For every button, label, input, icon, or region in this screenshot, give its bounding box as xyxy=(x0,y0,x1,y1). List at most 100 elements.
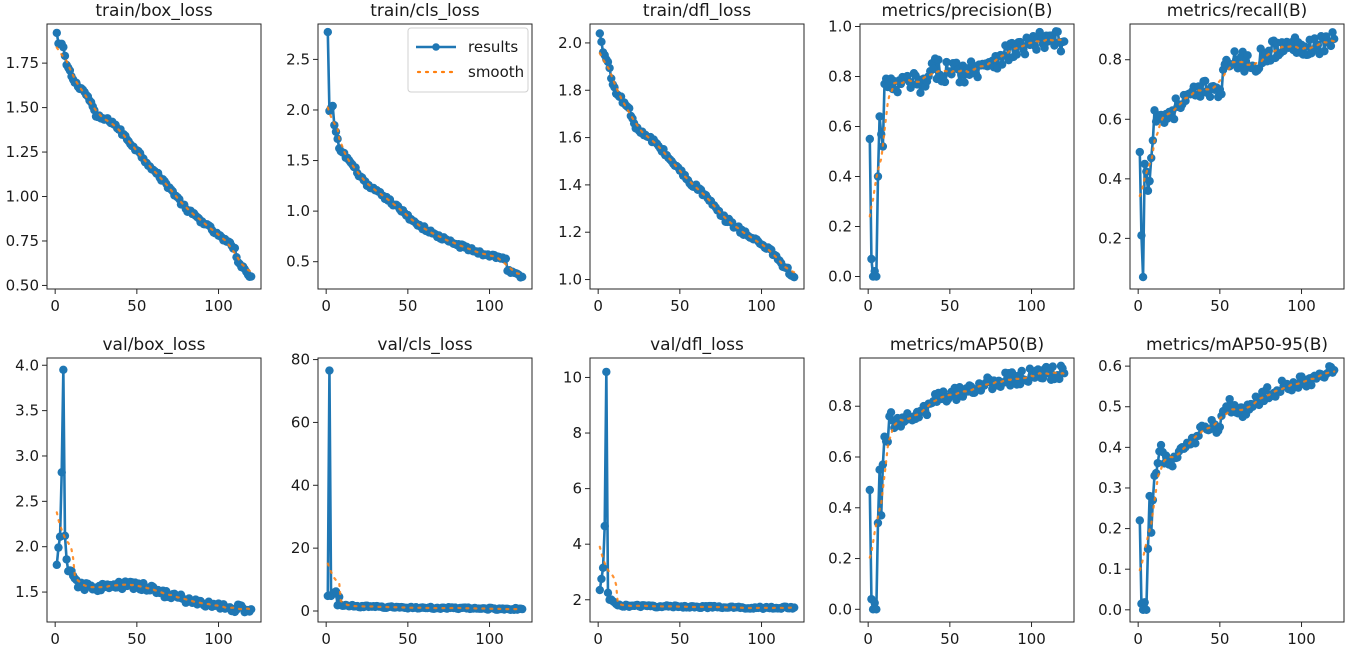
results-point xyxy=(865,134,874,144)
panel-val-box-loss: val/box_loss 0 50 100 1.5 2.0 2.5 3.0 3.5 4.0 xyxy=(15,335,262,647)
results-point xyxy=(875,112,884,121)
panel-val-dfl-loss: val/dfl_loss 0 50 100 2 4 6 8 10 xyxy=(563,335,805,647)
plot-area xyxy=(52,365,256,617)
results-line xyxy=(868,364,1066,611)
results-point xyxy=(1217,89,1226,99)
results-point xyxy=(1156,440,1166,450)
y-tick-label: 60 xyxy=(291,413,310,431)
axes-frame xyxy=(859,23,1075,290)
results-point xyxy=(1328,28,1337,37)
results-point xyxy=(59,42,68,52)
smooth-line xyxy=(55,511,253,611)
x-tick-label: 50 xyxy=(1210,297,1229,315)
smooth-line xyxy=(1138,370,1336,572)
axes-frame xyxy=(1129,23,1345,290)
results-point xyxy=(1200,76,1210,86)
y-tick-label: 1.0 xyxy=(286,202,310,220)
panel-train-dfl-loss: train/dfl_loss 0 50 100 1.0 1.2 1.4 1.6 1.8 2.0 xyxy=(558,1,805,315)
y-tick-label: 0.50 xyxy=(6,276,39,294)
results-point xyxy=(929,64,938,74)
x-tick-label: 50 xyxy=(940,297,959,315)
results-point xyxy=(1142,605,1151,615)
results-point xyxy=(1235,61,1244,71)
x-tick-label: 50 xyxy=(670,297,689,315)
results-point xyxy=(1243,51,1252,60)
results-point xyxy=(323,27,332,37)
results-point xyxy=(1035,27,1044,37)
results-point xyxy=(870,598,879,608)
axes-frame xyxy=(589,357,805,623)
x-tick-label: 100 xyxy=(204,630,233,647)
results-point xyxy=(1040,43,1049,53)
panel-train-cls-loss: train/cls_loss 0 50 100 0.5 1.0 1.5 2.0 2.5 resul… xyxy=(286,1,533,315)
y-tick-label: 0.2 xyxy=(1098,520,1122,538)
x-tick-label: 0 xyxy=(863,297,873,315)
results-point xyxy=(59,365,68,374)
y-tick-label: 0.5 xyxy=(1098,398,1122,416)
results-point xyxy=(1169,114,1179,124)
y-tick-label: 2.0 xyxy=(286,101,310,119)
x-tick-label: 100 xyxy=(747,297,776,315)
x-tick-label: 0 xyxy=(50,630,60,647)
results-point xyxy=(877,511,886,520)
y-tick-label: 1.00 xyxy=(6,188,39,206)
results-point xyxy=(1191,439,1200,448)
results-point xyxy=(1056,47,1066,56)
y-tick-label: 0.6 xyxy=(1098,357,1122,375)
results-point xyxy=(501,254,511,263)
results-point xyxy=(603,588,613,598)
smooth-line xyxy=(326,562,524,611)
results-point xyxy=(1053,27,1062,36)
results-point xyxy=(1017,366,1026,376)
results-point xyxy=(942,57,951,67)
results-point xyxy=(1135,147,1145,157)
panel-title: metrics/mAP50(B) xyxy=(890,335,1044,355)
results-point xyxy=(1225,394,1234,404)
axes-frame xyxy=(46,357,262,623)
y-tick-label: 0.2 xyxy=(828,218,852,236)
axes-frame xyxy=(317,23,533,290)
y-tick-label: 0.2 xyxy=(1098,229,1122,247)
results-point xyxy=(1330,365,1339,375)
results-point xyxy=(1025,364,1035,373)
results-point xyxy=(1145,176,1154,186)
results-point xyxy=(790,603,799,612)
results-point xyxy=(893,87,902,97)
results-point xyxy=(1055,374,1064,384)
y-tick-label: 0.4 xyxy=(1098,438,1122,456)
results-point xyxy=(872,272,881,281)
x-tick-label: 50 xyxy=(127,630,146,647)
x-tick-label: 100 xyxy=(1017,630,1046,647)
x-tick-label: 100 xyxy=(475,630,504,647)
results-point xyxy=(1320,46,1329,56)
y-tick-label: 0 xyxy=(300,602,310,620)
x-tick-label: 0 xyxy=(321,297,331,315)
y-tick-label: 1.6 xyxy=(558,129,582,147)
smooth-line xyxy=(598,52,796,274)
results-point xyxy=(997,60,1007,69)
x-tick-label: 0 xyxy=(321,630,331,647)
results-point xyxy=(333,134,342,144)
results-point xyxy=(595,29,604,38)
y-tick-label: 0.4 xyxy=(828,168,852,186)
x-tick-label: 50 xyxy=(127,297,146,315)
panel-title: train/box_loss xyxy=(95,1,213,21)
smooth-line xyxy=(868,37,1066,218)
panel-metrics-precision-b: metrics/precision(B) 0 50 100 0.0 0.2 0.4 0.6 0.… xyxy=(828,1,1075,315)
results-point xyxy=(952,58,961,68)
results-point xyxy=(52,28,61,38)
panel-title: train/cls_loss xyxy=(370,1,480,21)
y-tick-label: 80 xyxy=(291,351,310,369)
x-tick-label: 50 xyxy=(940,630,959,647)
x-tick-label: 0 xyxy=(593,297,603,315)
results-point xyxy=(1137,231,1146,240)
y-tick-label: 0.75 xyxy=(6,232,39,250)
legend: results smooth xyxy=(407,27,529,93)
panel-train-box-loss: train/box_loss 0 50 100 0.50 0.75 1.00 1.25 1.50… xyxy=(6,1,262,315)
results-point xyxy=(230,243,240,253)
results-point xyxy=(1140,159,1149,169)
x-tick-label: 50 xyxy=(1210,630,1229,647)
y-tick-label: 2.0 xyxy=(15,538,39,556)
x-tick-label: 100 xyxy=(1287,630,1316,647)
y-tick-label: 3.5 xyxy=(15,402,39,420)
